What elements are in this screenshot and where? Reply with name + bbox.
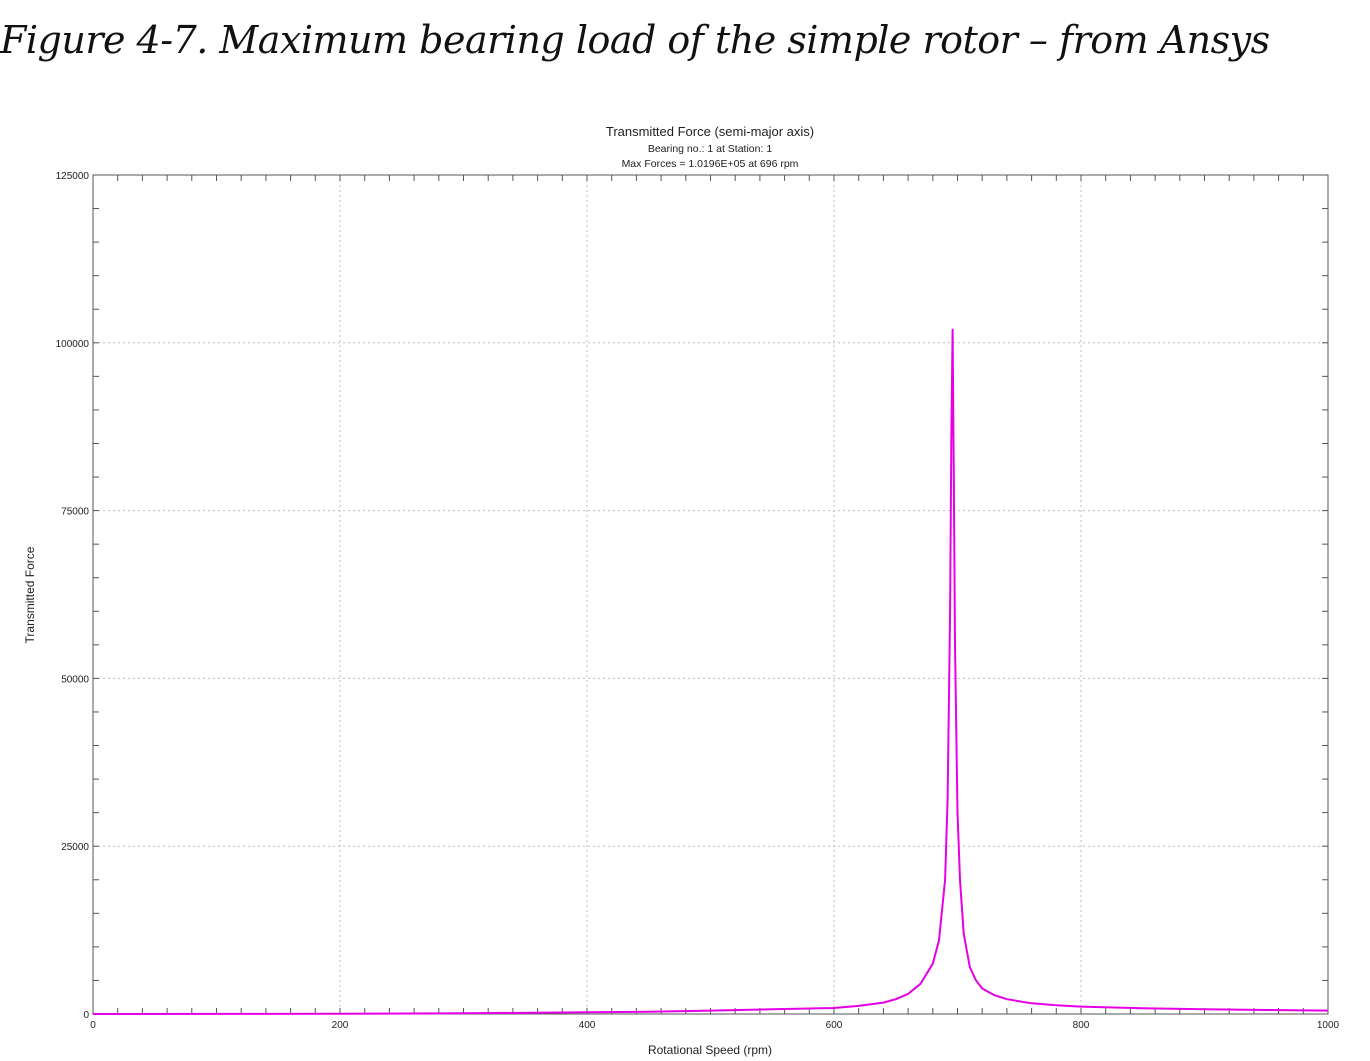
figure-caption: Figure 4-7. Maximum bearing load of the … [0, 18, 1270, 62]
tick-labels: 0 200 400 600 800 1000 0 25000 50000 75000 100000 1… [56, 171, 1340, 1031]
x-tick-label: 1000 [1317, 1020, 1340, 1031]
y-tick-label: 0 [83, 1010, 89, 1021]
y-axis-label: Transmitted Force [23, 546, 37, 643]
chart-subtitle-bearing: Bearing no.: 1 at Station: 1 [648, 143, 772, 155]
x-tick-label: 200 [332, 1020, 349, 1031]
plot-area-frame [92, 174, 1329, 1015]
x-tick-label: 400 [579, 1020, 596, 1031]
series-line [92, 328, 1329, 1015]
series-layer [92, 328, 1329, 1015]
chart-subtitle-max-force: Max Forces = 1.0196E+05 at 696 rpm [622, 158, 799, 170]
y-tick-label: 75000 [61, 507, 89, 518]
x-tick-label: 800 [1073, 1020, 1090, 1031]
x-axis-label: Rotational Speed (rpm) [648, 1043, 772, 1057]
grid-lines [93, 175, 1328, 1014]
x-tick-label: 600 [826, 1020, 843, 1031]
y-tick-label: 50000 [61, 674, 89, 685]
y-tick-label: 125000 [56, 171, 90, 182]
chart-title: Transmitted Force (semi-major axis) [606, 124, 814, 139]
y-tick-label: 25000 [61, 842, 89, 853]
x-tick-label: 0 [90, 1020, 96, 1031]
axis-ticks [92, 174, 1329, 1015]
y-tick-label: 100000 [56, 339, 90, 350]
